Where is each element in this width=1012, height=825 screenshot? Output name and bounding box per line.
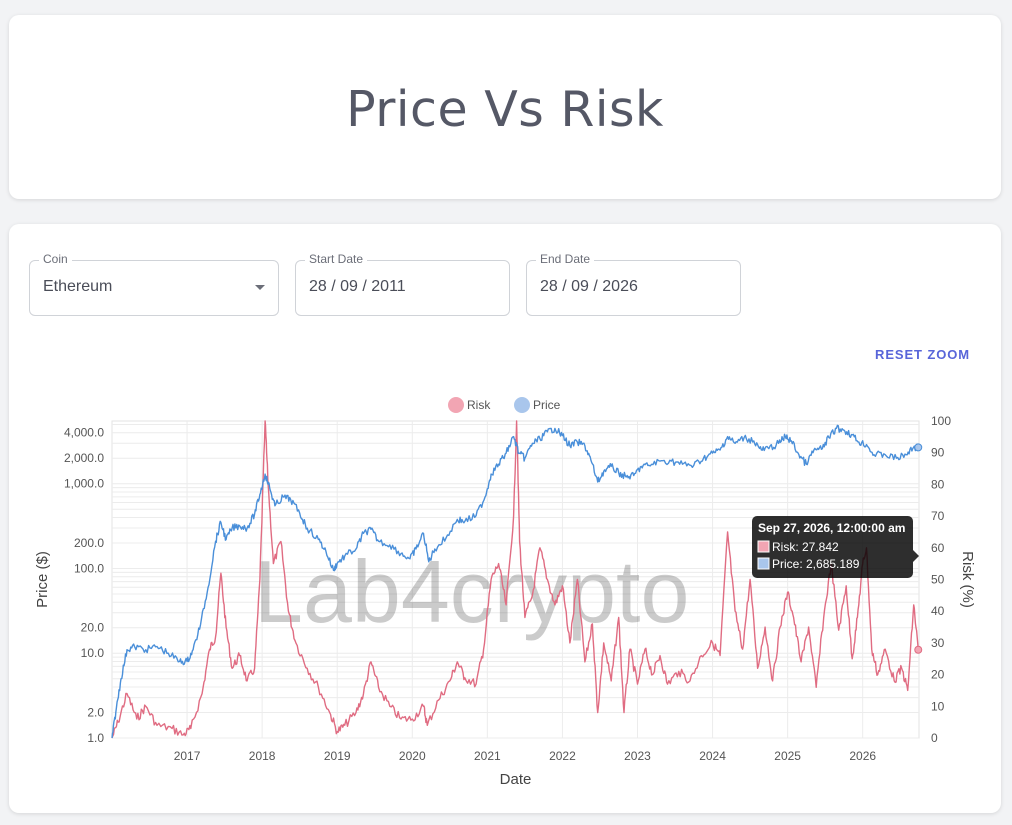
hover-point-risk[interactable] xyxy=(914,645,923,654)
legend-item-price[interactable]: Price xyxy=(514,397,561,413)
series-line-risk[interactable] xyxy=(111,420,919,739)
watermark: Lab4crypto xyxy=(254,542,689,641)
x-tick-label: 2022 xyxy=(549,749,576,763)
legend-swatch xyxy=(448,397,464,413)
end-date-label: End Date xyxy=(536,252,595,266)
y-left-tick-label: 1.0 xyxy=(87,731,104,745)
y-left-tick-label: 100.0 xyxy=(74,561,104,575)
y-right-axis-title: Risk (%) xyxy=(959,551,976,608)
x-tick-label: 2025 xyxy=(774,749,801,763)
chevron-down-icon[interactable] xyxy=(255,285,265,290)
start-date-field[interactable]: Start Date 28 / 09 / 2011 xyxy=(295,252,510,316)
coin-value: Ethereum xyxy=(43,278,113,295)
x-tick-label: 2019 xyxy=(324,749,351,763)
y-right-tick-label: 10 xyxy=(931,699,945,713)
chart-card: Coin Ethereum Start Date 28 / 09 / 2011 … xyxy=(9,224,1001,813)
tooltip-box xyxy=(752,516,913,578)
tooltip: Sep 27, 2026, 12:00:00 am Risk: 27.842 Pri… xyxy=(752,516,919,578)
price-risk-chart[interactable]: Lab4crypto 2017 2018 2019 2020 2021 2022 2023 2… xyxy=(9,224,1001,813)
y-left-tick-label: 20.0 xyxy=(81,621,105,635)
x-tick-label: 2024 xyxy=(699,749,726,763)
y-left-tick-label: 2.0 xyxy=(87,705,104,719)
y-left-tick-label: 1,000.0 xyxy=(64,477,104,491)
axes: 2017 2018 2019 2020 2021 2022 2023 2024 2025 2026… xyxy=(64,414,951,763)
y-right-tick-label: 60 xyxy=(931,541,945,555)
x-tick-label: 2018 xyxy=(249,749,276,763)
y-left-tick-label: 10.0 xyxy=(81,646,105,660)
y-right-tick-label: 40 xyxy=(931,604,945,618)
tooltip-swatch xyxy=(757,557,770,570)
hover-point-price[interactable] xyxy=(914,443,923,452)
tooltip-line: Risk: 27.842 xyxy=(772,540,839,554)
start-date-value: 28 / 09 / 2011 xyxy=(309,278,406,295)
y-right-tick-label: 30 xyxy=(931,636,945,650)
x-tick-label: 2021 xyxy=(474,749,501,763)
y-left-axis-title: Price ($) xyxy=(34,551,51,608)
x-tick-label: 2026 xyxy=(849,749,876,763)
start-date-label: Start Date xyxy=(305,252,368,266)
end-date-field[interactable]: End Date 28 / 09 / 2026 xyxy=(526,252,741,316)
reset-zoom-button[interactable]: RESET ZOOM xyxy=(875,347,970,362)
series-layer xyxy=(111,420,923,739)
x-tick-label: 2017 xyxy=(174,749,201,763)
legend-item-risk[interactable]: Risk xyxy=(448,397,491,413)
y-left-tick-label: 200.0 xyxy=(74,536,104,550)
y-right-tick-label: 90 xyxy=(931,446,945,460)
x-axis-title: Date xyxy=(500,771,532,788)
y-right-tick-label: 80 xyxy=(931,477,945,491)
y-right-tick-label: 50 xyxy=(931,573,945,587)
y-left-tick-label: 4,000.0 xyxy=(64,426,104,440)
series-line-price[interactable] xyxy=(111,424,919,739)
y-right-tick-label: 100 xyxy=(931,414,951,428)
y-right-tick-label: 20 xyxy=(931,668,945,682)
coin-label: Coin xyxy=(39,252,72,266)
legend-swatch xyxy=(514,397,530,413)
grid-lines xyxy=(111,420,920,739)
x-tick-label: 2020 xyxy=(399,749,426,763)
title-card: Price Vs Risk xyxy=(9,15,1001,199)
y-right-tick-label: 70 xyxy=(931,509,945,523)
page-title: Price Vs Risk xyxy=(346,81,664,138)
coin-select[interactable]: Coin Ethereum xyxy=(29,252,279,316)
tooltip-line: Price: 2,685.189 xyxy=(772,557,860,571)
y-right-tick-label: 0 xyxy=(931,731,938,745)
legend: Risk Price xyxy=(448,397,561,413)
legend-label: Price xyxy=(533,398,561,412)
end-date-value: 28 / 09 / 2026 xyxy=(540,278,638,295)
tooltip-swatch xyxy=(757,540,770,553)
legend-label: Risk xyxy=(467,398,491,412)
tooltip-title: Sep 27, 2026, 12:00:00 am xyxy=(758,521,905,535)
tooltip-caret xyxy=(913,550,919,562)
y-left-tick-label: 2,000.0 xyxy=(64,451,104,465)
x-tick-label: 2023 xyxy=(624,749,651,763)
